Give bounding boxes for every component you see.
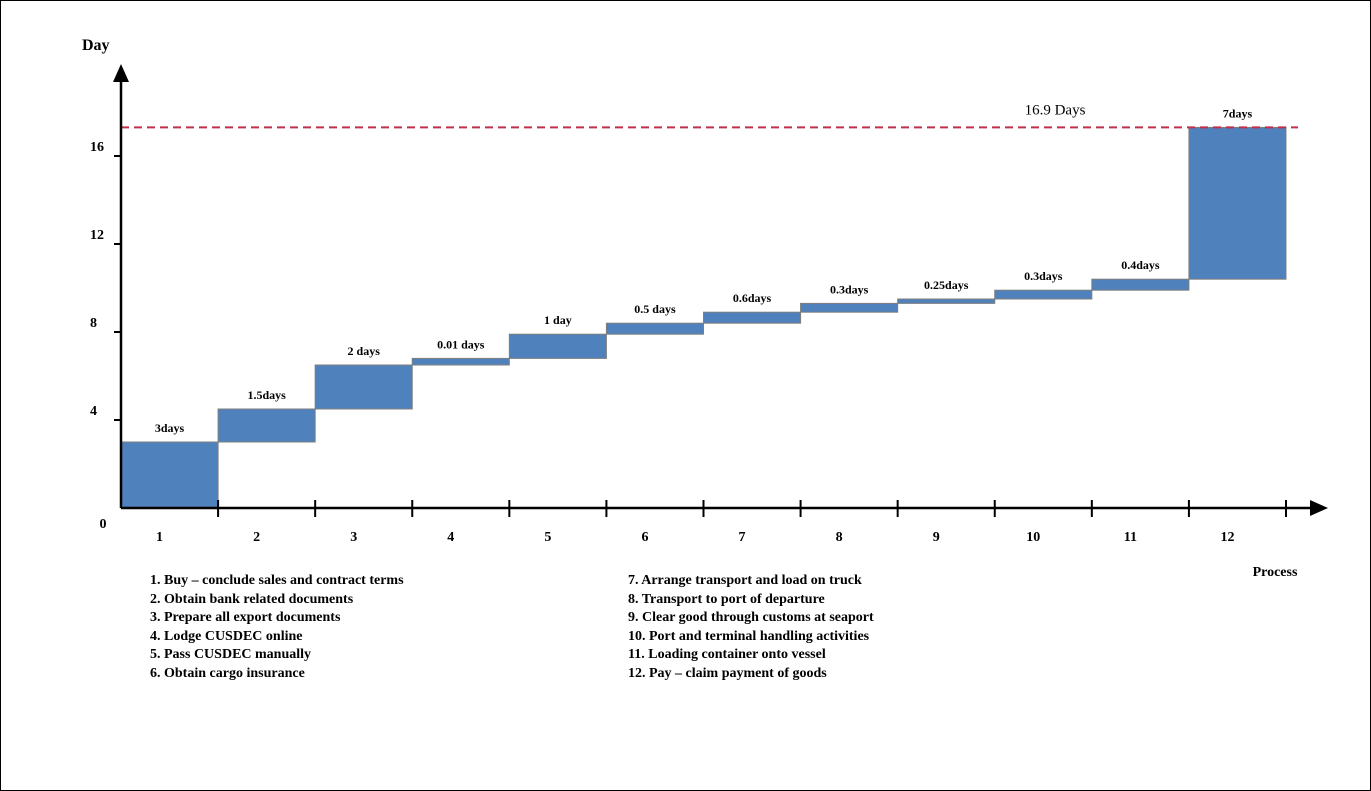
x-tick-label: 2	[253, 530, 260, 545]
bar-step-8	[800, 302, 899, 313]
legend-left: 1. Buy – conclude sales and contract ter…	[150, 572, 404, 683]
legend-item: 12. Pay – claim payment of goods	[628, 665, 827, 681]
data-label: 0.01 days	[437, 337, 485, 351]
bar-step-9	[897, 298, 996, 304]
data-label: 0.3days	[830, 282, 869, 296]
x-axis-label: Process	[1253, 565, 1298, 580]
total-label: 16.9 Days	[1025, 102, 1086, 118]
data-label: 0.25days	[924, 278, 969, 292]
data-label: 7days	[1223, 106, 1253, 120]
data-label: 2 days	[348, 344, 381, 358]
legend-item: 6. Obtain cargo insurance	[150, 665, 305, 681]
legend-right: 7. Arrange transport and load on truck 8…	[628, 572, 874, 683]
legend-item: 10. Port and terminal handling activitie…	[628, 628, 870, 644]
x-tick-label: 5	[544, 530, 551, 545]
data-label: 3days	[155, 421, 185, 435]
x-tick-label: 4	[447, 530, 454, 545]
y-axis-arrow	[113, 64, 129, 82]
x-tick-label: 10	[1026, 530, 1040, 545]
x-tick-label: 12	[1220, 530, 1234, 545]
bar-step-6	[605, 322, 705, 335]
legend-item: 9. Clear good through customs at seaport	[628, 610, 874, 625]
legend-item: 8. Transport to port of departure	[628, 591, 825, 607]
bar-step-1	[120, 441, 219, 509]
legend-item: 1. Buy – conclude sales and contract ter…	[150, 573, 404, 588]
legend-item: 4. Lodge CUSDEC online	[150, 628, 303, 644]
legend-item: 11. Loading container onto vessel	[628, 647, 826, 662]
bar-step-10	[994, 289, 1093, 300]
bar-step-2	[217, 408, 316, 443]
bar-step-7	[703, 311, 802, 324]
y-tick-label: 0	[100, 517, 107, 532]
x-axis-arrow	[1310, 500, 1328, 516]
y-tick-label: 16	[90, 140, 104, 155]
x-tick-label: 1	[156, 530, 163, 545]
y-tick-label: 8	[90, 316, 97, 331]
data-label: 0.6days	[733, 291, 772, 305]
bar-step-12	[1188, 126, 1287, 280]
data-label: 0.5 days	[634, 302, 676, 316]
data-label: 1.5days	[247, 388, 286, 402]
bar-step-4	[411, 357, 510, 366]
x-tick-label: 3	[350, 530, 357, 545]
legend-item: 7. Arrange transport and load on truck	[628, 573, 862, 588]
x-tick-label: 6	[641, 530, 648, 545]
x-tick-label: 9	[933, 530, 940, 545]
x-tick-label: 8	[836, 530, 843, 545]
data-label: 0.3days	[1024, 269, 1063, 283]
x-tick-label: 11	[1124, 530, 1137, 545]
data-label: 0.4days	[1121, 258, 1160, 272]
legend-item: 5. Pass CUSDEC manually	[150, 647, 312, 662]
bar-step-3	[314, 364, 413, 410]
y-tick-label: 4	[90, 404, 97, 419]
legend-item: 2. Obtain bank related documents	[150, 591, 354, 607]
y-axis-label: Day	[82, 37, 110, 54]
x-tick-label: 7	[739, 530, 746, 545]
bar-step-5	[508, 333, 607, 359]
bar-step-11	[1091, 278, 1190, 291]
data-label: 1 day	[544, 313, 572, 327]
y-tick-label: 12	[90, 228, 104, 243]
legend-item: 3. Prepare all export documents	[150, 610, 341, 625]
